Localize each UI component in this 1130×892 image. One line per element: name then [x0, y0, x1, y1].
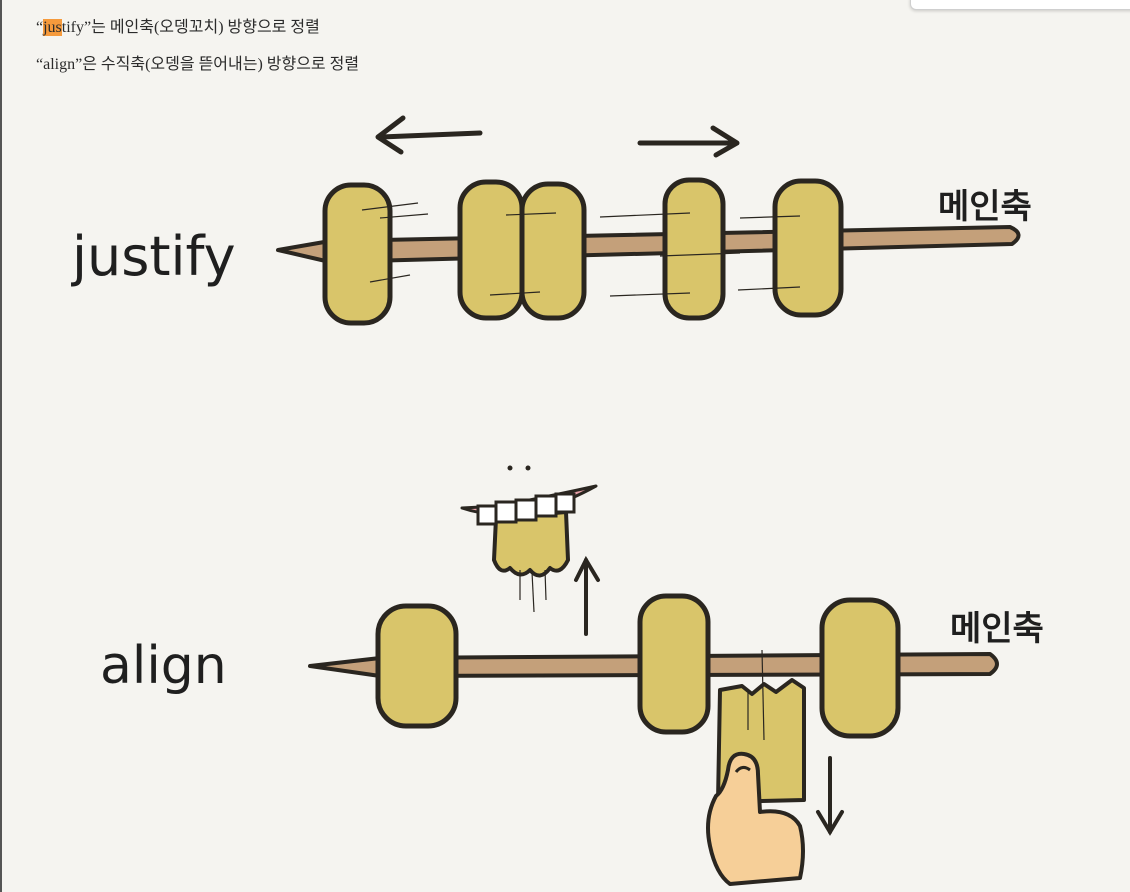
arrow-down-icon — [816, 756, 844, 836]
motion-lines — [361, 202, 801, 297]
open-quote: “ — [36, 19, 44, 36]
odeng-piece-3 — [519, 181, 587, 321]
finger-icon — [706, 751, 805, 886]
odeng-piece-5 — [772, 178, 844, 318]
odeng-piece-6 — [375, 603, 459, 729]
popup-panel-edge — [910, 0, 1130, 10]
align-label: align — [100, 636, 227, 696]
odeng-piece-1 — [322, 182, 393, 326]
arrow-up-icon — [574, 555, 600, 636]
main-axis-label-2: 메인축 — [950, 609, 1044, 649]
odeng-piece-2 — [457, 179, 525, 321]
odeng-piece-8 — [819, 597, 901, 739]
main-axis-label: 메인축 — [938, 187, 1032, 227]
arrow-left-line — [377, 130, 483, 140]
justify-caption: “justify”는 메인축(오뎅꼬치) 방향으로 정렬 — [36, 13, 320, 37]
window-left-edge — [0, 0, 2, 892]
bitten-odeng — [492, 510, 570, 613]
arrow-left-icon — [375, 115, 406, 155]
highlighted-text[interactable]: jus — [43, 19, 62, 36]
align-caption: “align”은 수직축(오뎅을 뜯어내는) 방향으로 정렬 — [36, 56, 360, 73]
mouth-icon — [460, 465, 598, 526]
arrow-right-icon — [710, 125, 740, 158]
justify-label: justify — [71, 225, 236, 288]
odeng-piece-7 — [637, 593, 711, 735]
caption-rest: tify”는 메인축(오뎅꼬치) 방향으로 정렬 — [61, 19, 320, 36]
odeng-piece-4 — [662, 177, 726, 321]
